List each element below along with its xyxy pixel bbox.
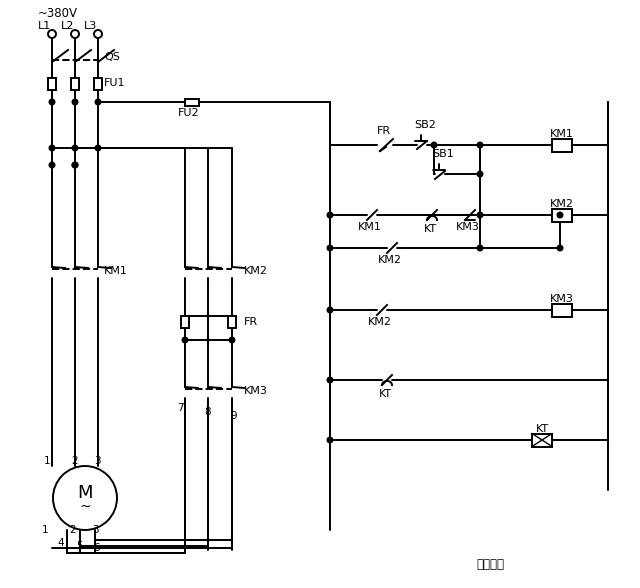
Text: KT: KT: [424, 224, 436, 234]
Text: KT: KT: [378, 389, 392, 399]
Circle shape: [327, 377, 333, 383]
Circle shape: [72, 162, 78, 168]
Circle shape: [95, 145, 101, 151]
Text: FR: FR: [244, 317, 258, 327]
Text: KM1: KM1: [358, 222, 382, 232]
Bar: [532, 433, 552, 446]
Circle shape: [49, 162, 55, 168]
Text: KM1: KM1: [550, 129, 574, 139]
Circle shape: [182, 337, 188, 343]
Text: L3: L3: [84, 21, 97, 31]
Bar: [552, 209, 572, 222]
Bar: [48, 78, 56, 90]
Text: KM1: KM1: [104, 266, 128, 276]
Text: L1: L1: [38, 21, 51, 31]
Text: 1: 1: [42, 525, 49, 535]
Text: KM2: KM2: [550, 199, 574, 209]
Text: 6: 6: [93, 543, 100, 553]
Text: FR: FR: [377, 126, 391, 136]
Circle shape: [431, 142, 437, 148]
Text: 1: 1: [44, 456, 51, 466]
Bar: [181, 316, 189, 328]
Circle shape: [327, 437, 333, 443]
Bar: [185, 99, 199, 105]
Circle shape: [327, 307, 333, 313]
Text: 5: 5: [76, 541, 83, 551]
Bar: [552, 139, 572, 152]
Text: KM2: KM2: [378, 255, 402, 265]
Text: 2: 2: [69, 525, 76, 535]
Circle shape: [477, 171, 483, 177]
Circle shape: [229, 337, 235, 343]
Text: SB2: SB2: [414, 120, 436, 130]
Circle shape: [477, 142, 483, 148]
Text: KM3: KM3: [456, 222, 480, 232]
Text: SB1: SB1: [432, 149, 454, 159]
Text: KT: KT: [536, 424, 548, 434]
Text: KM2: KM2: [244, 266, 268, 276]
Text: FU2: FU2: [178, 108, 200, 118]
Text: KM2: KM2: [368, 317, 392, 327]
Circle shape: [477, 212, 483, 218]
Text: ~380V: ~380V: [38, 6, 78, 19]
Circle shape: [72, 99, 78, 105]
Text: 2: 2: [71, 456, 77, 466]
Circle shape: [477, 245, 483, 251]
Circle shape: [557, 245, 563, 251]
Text: L2: L2: [61, 21, 74, 31]
Text: KM3: KM3: [244, 386, 268, 396]
Text: 9: 9: [230, 411, 237, 421]
Circle shape: [327, 212, 333, 218]
Circle shape: [327, 245, 333, 251]
Text: 8: 8: [204, 407, 211, 417]
Text: 7: 7: [177, 403, 184, 413]
Text: 3: 3: [94, 456, 100, 466]
Circle shape: [49, 99, 55, 105]
Text: FU1: FU1: [104, 78, 125, 88]
Circle shape: [95, 99, 101, 105]
Text: 3: 3: [92, 525, 99, 535]
Bar: [552, 303, 572, 316]
Circle shape: [49, 145, 55, 151]
Text: 4: 4: [57, 538, 63, 548]
Circle shape: [72, 145, 78, 151]
Bar: [94, 78, 102, 90]
Text: QS: QS: [104, 52, 120, 62]
Text: ~: ~: [79, 500, 91, 514]
Circle shape: [557, 212, 563, 218]
Text: KM3: KM3: [550, 294, 574, 304]
Bar: [228, 316, 236, 328]
Text: M: M: [77, 484, 93, 502]
Bar: [71, 78, 79, 90]
Text: 电工技术: 电工技术: [476, 559, 504, 572]
Circle shape: [72, 162, 78, 168]
